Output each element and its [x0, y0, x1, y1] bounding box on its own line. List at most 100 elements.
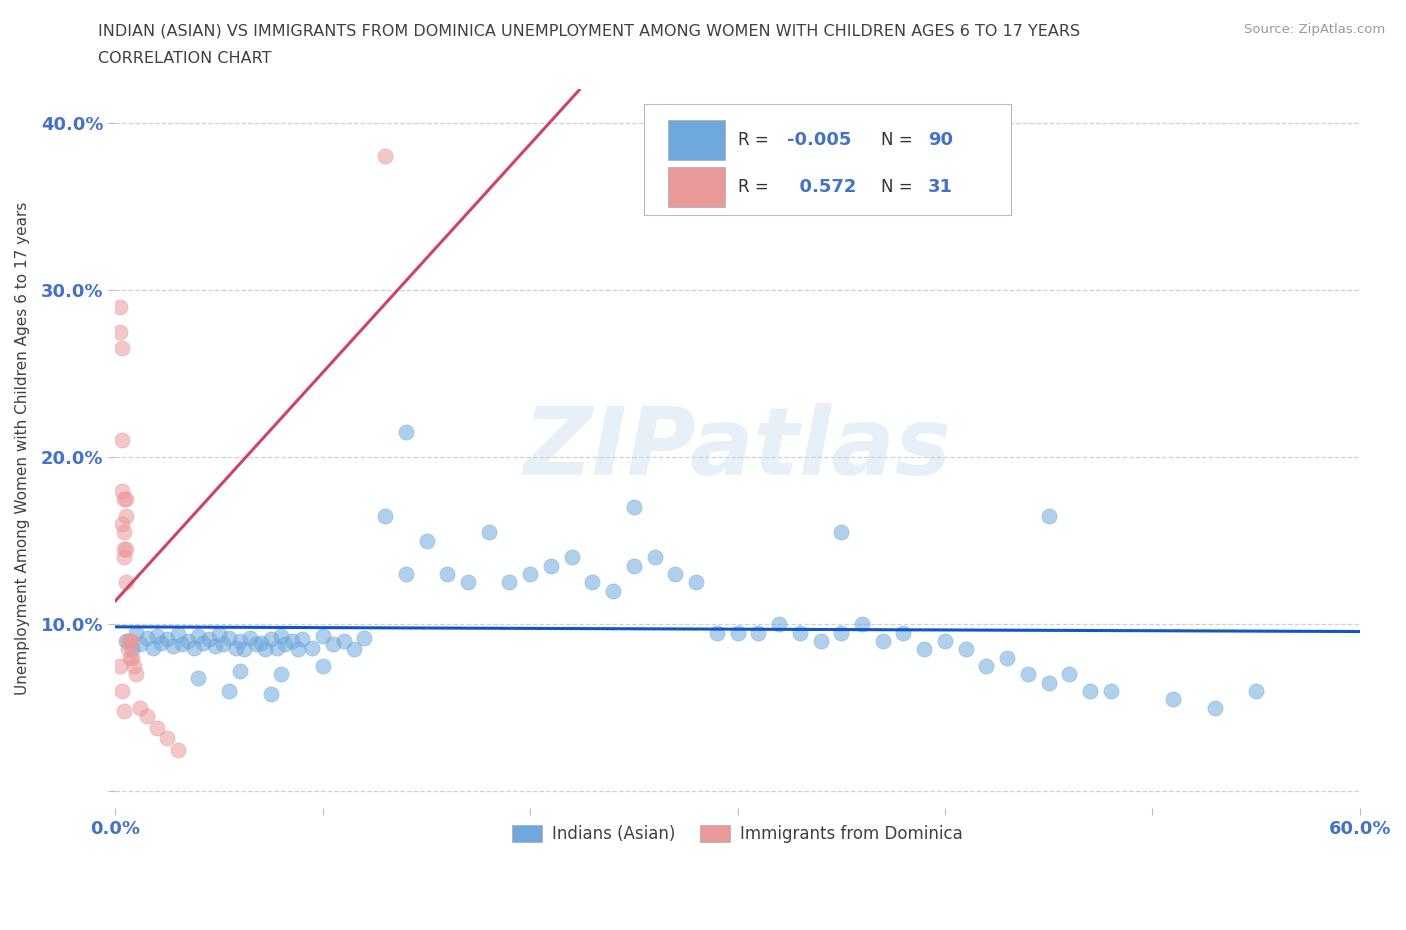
- Point: [301, 640, 323, 655]
- Point: [111, 483, 134, 498]
- Point: [519, 566, 541, 581]
- Point: [581, 575, 603, 590]
- Point: [768, 617, 790, 631]
- Point: [851, 617, 873, 631]
- Point: [191, 635, 214, 650]
- Point: [789, 625, 811, 640]
- Point: [312, 658, 335, 673]
- Point: [872, 633, 894, 648]
- Point: [135, 709, 157, 724]
- Point: [266, 640, 288, 655]
- Point: [706, 625, 728, 640]
- Point: [374, 149, 396, 164]
- Point: [118, 633, 141, 648]
- Point: [955, 642, 977, 657]
- Point: [129, 700, 152, 715]
- Point: [260, 687, 283, 702]
- Point: [415, 533, 437, 548]
- Point: [685, 575, 707, 590]
- Point: [112, 704, 135, 719]
- Text: 31: 31: [928, 178, 953, 195]
- Point: [1161, 692, 1184, 707]
- Point: [142, 640, 165, 655]
- Point: [187, 671, 209, 685]
- Point: [129, 637, 152, 652]
- Point: [233, 642, 256, 657]
- Point: [111, 433, 134, 448]
- Point: [225, 640, 247, 655]
- Point: [1017, 667, 1039, 682]
- Point: [374, 508, 396, 523]
- Point: [229, 633, 252, 648]
- Point: [976, 658, 998, 673]
- Point: [274, 637, 297, 652]
- Point: [249, 635, 271, 650]
- Point: [166, 627, 188, 642]
- Point: [260, 631, 283, 646]
- Point: [893, 625, 915, 640]
- Point: [253, 642, 276, 657]
- Point: [912, 642, 935, 657]
- Point: [291, 631, 314, 646]
- Point: [125, 625, 148, 640]
- Point: [156, 730, 179, 745]
- Point: [561, 550, 583, 565]
- Point: [395, 425, 418, 440]
- Point: [644, 550, 666, 565]
- Point: [239, 631, 262, 645]
- Point: [478, 525, 501, 539]
- Point: [1204, 700, 1226, 715]
- Point: [114, 508, 136, 523]
- Point: [270, 667, 292, 682]
- Point: [114, 491, 136, 506]
- Legend: Indians (Asian), Immigrants from Dominica: Indians (Asian), Immigrants from Dominic…: [505, 818, 970, 850]
- Text: Source: ZipAtlas.com: Source: ZipAtlas.com: [1244, 23, 1385, 36]
- Point: [121, 633, 143, 648]
- Point: [135, 631, 157, 645]
- Point: [204, 639, 226, 654]
- Point: [664, 566, 686, 581]
- Point: [111, 341, 134, 356]
- Point: [287, 642, 309, 657]
- Point: [995, 650, 1018, 665]
- Point: [208, 627, 231, 642]
- Point: [457, 575, 479, 590]
- Point: [146, 629, 169, 644]
- Point: [112, 491, 135, 506]
- Point: [270, 629, 292, 644]
- Text: -0.005: -0.005: [787, 131, 852, 149]
- Point: [1038, 508, 1060, 523]
- Point: [280, 633, 302, 648]
- FancyBboxPatch shape: [668, 120, 725, 160]
- Point: [114, 575, 136, 590]
- Point: [1244, 684, 1267, 698]
- FancyBboxPatch shape: [644, 104, 1011, 215]
- Point: [146, 721, 169, 736]
- Text: 0.572: 0.572: [787, 178, 856, 195]
- Point: [125, 667, 148, 682]
- Point: [1078, 684, 1101, 698]
- Point: [197, 631, 219, 646]
- Point: [177, 633, 200, 648]
- Point: [170, 637, 193, 652]
- Point: [830, 525, 852, 539]
- Point: [1099, 684, 1122, 698]
- Text: N =: N =: [880, 131, 918, 149]
- Point: [1038, 675, 1060, 690]
- FancyBboxPatch shape: [668, 166, 725, 206]
- Point: [117, 642, 139, 657]
- Point: [436, 566, 458, 581]
- Text: N =: N =: [880, 178, 918, 195]
- Point: [108, 658, 131, 673]
- Point: [353, 631, 375, 645]
- Point: [183, 640, 205, 655]
- Point: [322, 637, 344, 652]
- Point: [108, 299, 131, 314]
- Point: [156, 631, 179, 646]
- Point: [122, 658, 145, 673]
- Text: R =: R =: [738, 131, 773, 149]
- Point: [623, 558, 645, 573]
- Point: [245, 637, 267, 652]
- Point: [498, 575, 520, 590]
- Point: [112, 525, 135, 539]
